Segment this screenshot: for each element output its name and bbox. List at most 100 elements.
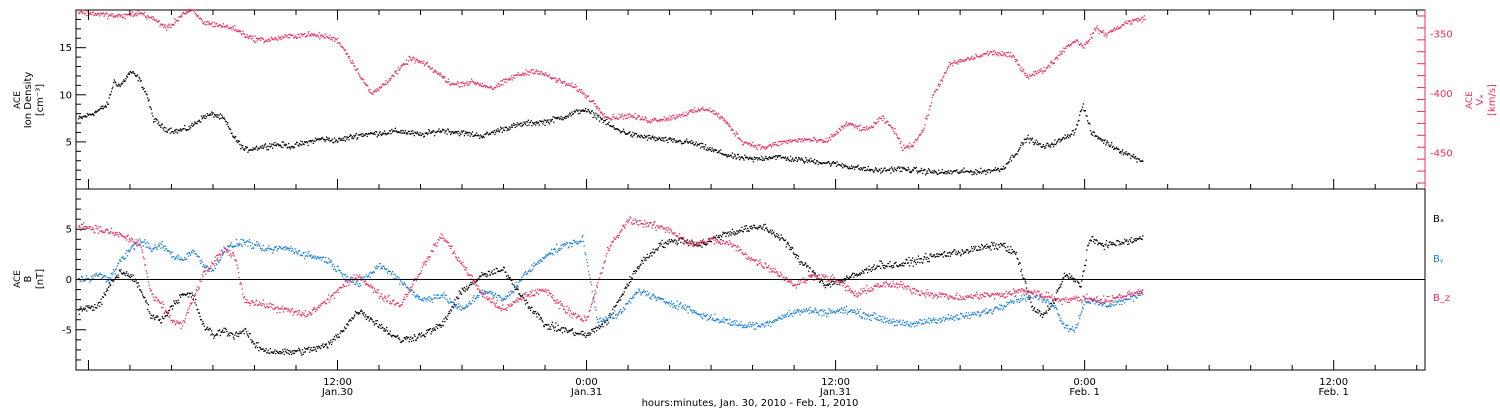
bottom-series-1-point xyxy=(486,291,488,293)
bottom-series-0-point xyxy=(1108,241,1111,243)
top-series-0-point xyxy=(293,146,296,149)
bottom-series-0-point xyxy=(435,326,437,328)
bottom-series-1-point xyxy=(444,294,447,297)
top-series-1-point xyxy=(432,71,434,74)
bottom-series-1-point xyxy=(438,297,440,300)
bottom-series-0-point xyxy=(274,353,277,355)
bottom-series-0-point xyxy=(972,250,974,252)
top-series-1-point xyxy=(709,107,711,109)
top-series-1-point xyxy=(821,139,823,141)
top-series-0-point xyxy=(1136,161,1138,163)
top-series-0-point xyxy=(224,120,227,122)
top-series-0-point xyxy=(85,116,87,118)
top-series-1-point xyxy=(123,16,125,18)
top-series-0-point xyxy=(391,128,393,131)
bottom-series-1-point xyxy=(204,265,206,267)
bottom-series-0-point xyxy=(172,305,174,307)
bottom-series-0-point xyxy=(800,261,802,263)
top-series-1-point xyxy=(678,115,680,117)
top-series-1-point xyxy=(1020,70,1022,72)
top-series-0-point xyxy=(1019,146,1021,149)
top-series-0-point xyxy=(113,79,115,81)
top-series-0-point xyxy=(159,125,161,127)
top-series-1-point xyxy=(943,75,945,77)
top-series-0-point xyxy=(397,131,399,133)
top-series-1-point xyxy=(975,53,977,55)
bottom-series-0-point xyxy=(911,259,913,262)
bottom-series-0-point xyxy=(855,274,857,277)
top-series-0-point xyxy=(367,133,369,135)
top-series-1-point xyxy=(991,54,994,56)
top-series-1-point xyxy=(1052,63,1054,65)
top-series-1-point xyxy=(373,91,375,93)
top-series-0-point xyxy=(1091,132,1093,134)
bottom-series-0-point xyxy=(101,303,103,305)
bottom-series-0-point xyxy=(872,269,874,271)
top-series-1-point xyxy=(1001,50,1003,52)
top-series-0-point xyxy=(1100,139,1103,141)
top-series-0-point xyxy=(904,168,906,170)
top-series-0-point xyxy=(771,157,774,159)
top-series-1-point xyxy=(495,87,497,89)
bottom-series-0-point xyxy=(695,245,697,247)
bottom-series-0-point xyxy=(379,325,381,327)
top-series-0-point xyxy=(739,159,741,161)
bottom-series-1-point xyxy=(470,303,472,305)
top-series-0-point xyxy=(817,163,819,166)
top-series-0-point xyxy=(1003,168,1005,170)
top-series-1-point xyxy=(925,118,927,120)
bottom-series-0-point xyxy=(584,332,586,334)
top-series-0-point xyxy=(586,111,588,113)
top-series-1-point xyxy=(779,140,782,143)
bottom-series-0-point xyxy=(721,234,723,236)
top-series-1-point xyxy=(635,118,638,120)
bottom-series-0-point xyxy=(509,277,511,279)
top-series-1-point xyxy=(171,23,173,26)
bottom-series-1-point xyxy=(379,263,381,265)
bottom-series-1-point xyxy=(292,249,294,252)
top-series-1-point xyxy=(1063,51,1066,53)
top-series-0-point xyxy=(349,135,351,138)
top-series-1-point xyxy=(577,90,580,93)
bottom-series-1-point xyxy=(394,274,397,276)
top-series-0-point xyxy=(920,167,922,170)
top-series-1-point xyxy=(799,138,801,140)
top-series-0-point xyxy=(803,162,805,164)
top-series-1-point xyxy=(646,119,648,122)
bottom-series-0-point xyxy=(670,241,672,243)
top-series-0-point xyxy=(651,135,654,137)
bottom-series-0-point xyxy=(1019,262,1021,264)
top-series-1-point xyxy=(915,139,917,141)
top-series-0-point xyxy=(81,117,83,119)
bottom-series-0-point xyxy=(82,308,84,311)
bottom-series-1-point xyxy=(418,297,420,299)
top-series-0-point xyxy=(598,120,601,122)
bottom-series-1-point xyxy=(232,246,234,248)
top-series-1-point xyxy=(304,33,306,35)
bottom-series-0-point xyxy=(196,309,198,311)
top-series-0-point xyxy=(1085,114,1087,117)
top-series-1-point xyxy=(265,39,267,42)
top-series-0-point xyxy=(896,167,898,169)
bottom-series-1-point xyxy=(371,272,373,274)
bottom-series-1-point xyxy=(211,269,213,271)
bottom-series-0-point xyxy=(986,243,988,245)
top-series-1-point xyxy=(505,81,508,83)
bottom-series-0-point xyxy=(103,292,105,294)
top-series-1-point xyxy=(393,76,395,78)
top-series-0-point xyxy=(312,139,314,142)
bottom-series-0-point xyxy=(872,266,874,268)
top-series-1-point xyxy=(1134,19,1136,21)
top-series-1-point xyxy=(798,138,800,140)
bottom-series-1-point xyxy=(118,262,120,264)
top-series-0-point xyxy=(290,146,292,148)
top-series-0-point xyxy=(974,172,976,174)
bottom-series-0-point xyxy=(140,290,142,292)
top-series-0-point xyxy=(461,132,463,134)
top-series-0-point xyxy=(384,132,386,134)
bottom-series-0-point xyxy=(774,234,776,236)
top-series-1-point xyxy=(562,81,564,83)
top-series-0-point xyxy=(958,172,960,174)
top-series-0-point xyxy=(547,119,549,121)
top-series-1-point xyxy=(1072,42,1074,44)
